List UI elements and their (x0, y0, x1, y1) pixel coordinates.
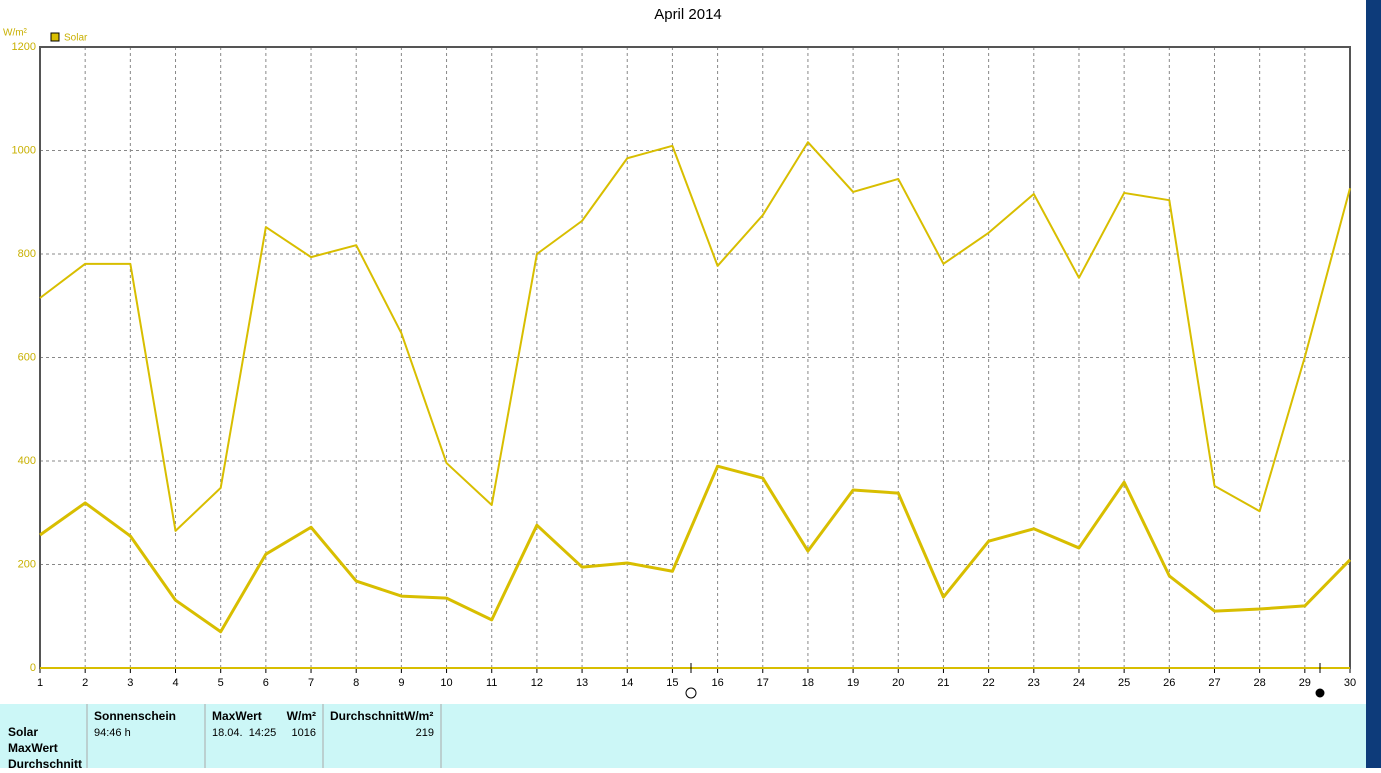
x-tick-label: 18 (802, 677, 814, 689)
cell-value: 18.04. 14:25 (212, 727, 276, 739)
moon-full (685, 687, 697, 699)
column-header: DurchschnittW/m² (330, 709, 433, 723)
x-tick-label: 6 (263, 677, 269, 689)
cell-value: 219 (416, 727, 434, 739)
x-tick-label: 8 (353, 677, 359, 689)
x-tick-label: 12 (531, 677, 543, 689)
x-tick-label: 19 (847, 677, 859, 689)
row-label: Durchschnitt (8, 757, 82, 768)
column-header: Sonnenschein (94, 709, 176, 723)
x-tick-label: 1 (37, 677, 43, 689)
x-tick-label: 16 (711, 677, 723, 689)
y-tick-label: 800 (18, 248, 36, 260)
x-tick-label: 14 (621, 677, 633, 689)
x-tick-label: 26 (1163, 677, 1175, 689)
y-tick-label: 1000 (12, 144, 36, 156)
x-tick-label: 30 (1344, 677, 1356, 689)
row-label: Solar (8, 725, 38, 739)
cell-value: 1016 (292, 727, 316, 739)
y-axis-unit: W/m² (3, 28, 28, 39)
x-tick-label: 28 (1254, 677, 1266, 689)
x-tick-label: 10 (440, 677, 452, 689)
y-tick-label: 1200 (12, 41, 36, 53)
x-tick-label: 9 (398, 677, 404, 689)
x-tick-label: 27 (1208, 677, 1220, 689)
x-tick-label: 4 (172, 677, 178, 689)
x-tick-label: 15 (666, 677, 678, 689)
series-line (39, 464, 1352, 634)
legend-label: Solar (64, 33, 88, 44)
y-tick-label: 600 (18, 351, 36, 363)
chart-title: April 2014 (654, 6, 722, 23)
x-tick-label: 25 (1118, 677, 1130, 689)
legend-swatch (50, 32, 60, 42)
moon-new (1315, 688, 1325, 698)
x-tick-label: 24 (1073, 677, 1085, 689)
x-tick-label: 21 (937, 677, 949, 689)
x-tick-label: 11 (486, 677, 497, 689)
x-tick-label: 3 (127, 677, 133, 689)
x-tick-label: 20 (892, 677, 904, 689)
x-tick-label: 29 (1299, 677, 1311, 689)
x-tick-label: 7 (308, 677, 314, 689)
summary-table (0, 704, 1366, 768)
x-tick-label: 5 (218, 677, 224, 689)
x-tick-label: 17 (757, 677, 769, 689)
y-tick-label: 400 (18, 455, 36, 467)
x-tick-label: 22 (982, 677, 994, 689)
column-header: W/m² (287, 709, 316, 723)
x-tick-label: 23 (1028, 677, 1040, 689)
column-header: MaxWert (212, 709, 262, 723)
x-tick-label: 2 (82, 677, 88, 689)
row-label: MaxWert (8, 741, 58, 755)
series-line (39, 141, 1351, 532)
cell-value: 94:46 h (94, 727, 131, 739)
y-tick-label: 200 (18, 558, 36, 570)
y-tick-label: 0 (30, 662, 36, 674)
desktop-edge (1366, 0, 1381, 768)
x-tick-label: 13 (576, 677, 588, 689)
